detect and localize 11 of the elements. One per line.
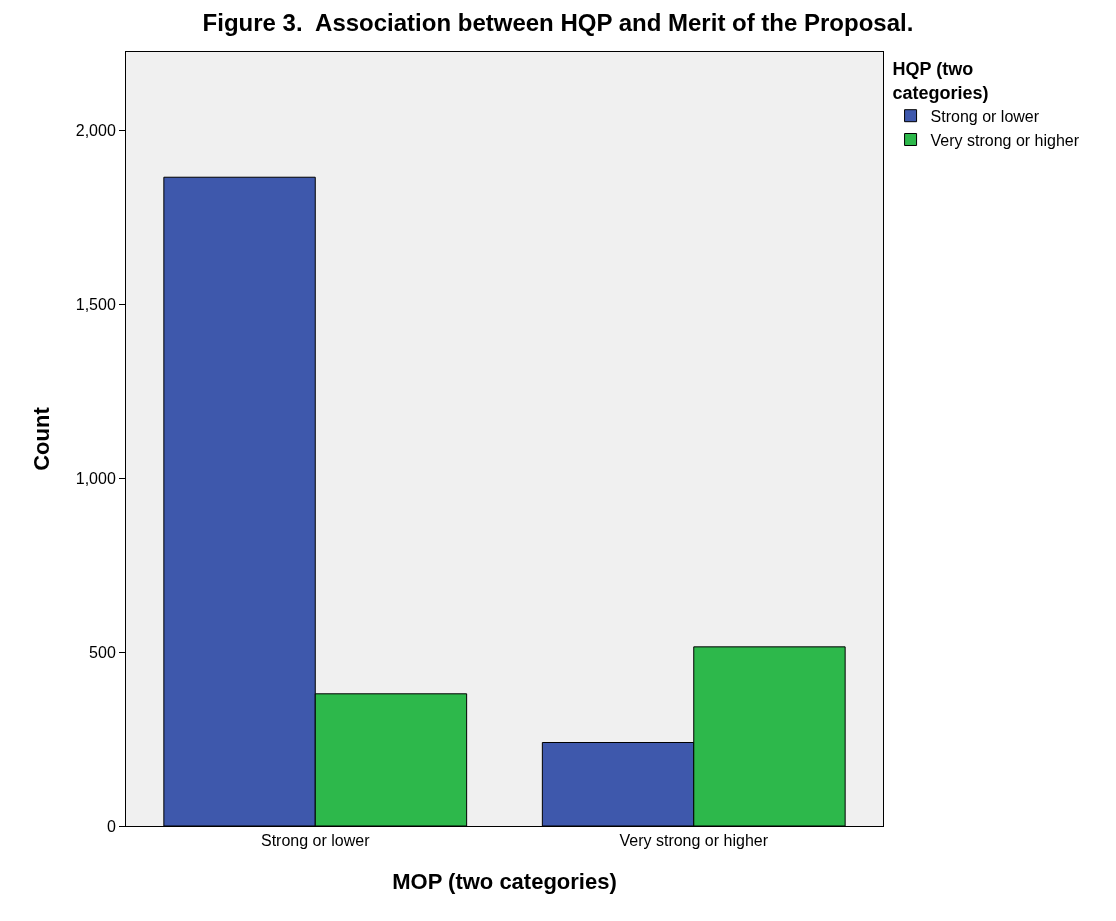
y-tick-label: 0 xyxy=(106,817,116,835)
y-tick-label: 500 xyxy=(89,643,116,661)
x-axis-title: MOP (two categories) xyxy=(392,869,617,895)
legend-title: HQP (two categories) xyxy=(892,59,989,103)
legend-label: Strong or lower xyxy=(930,107,1040,125)
y-axis-title: Count xyxy=(28,406,54,471)
y-tick-label: 1,000 xyxy=(75,469,116,487)
legend-label: Very strong or higher xyxy=(930,131,1080,149)
y-tick-label: 2,000 xyxy=(75,121,116,139)
chart-title: Figure 3. Association between HQP and Merit of the Proposal. xyxy=(202,8,914,36)
y-tick-label: 1,500 xyxy=(75,295,116,313)
